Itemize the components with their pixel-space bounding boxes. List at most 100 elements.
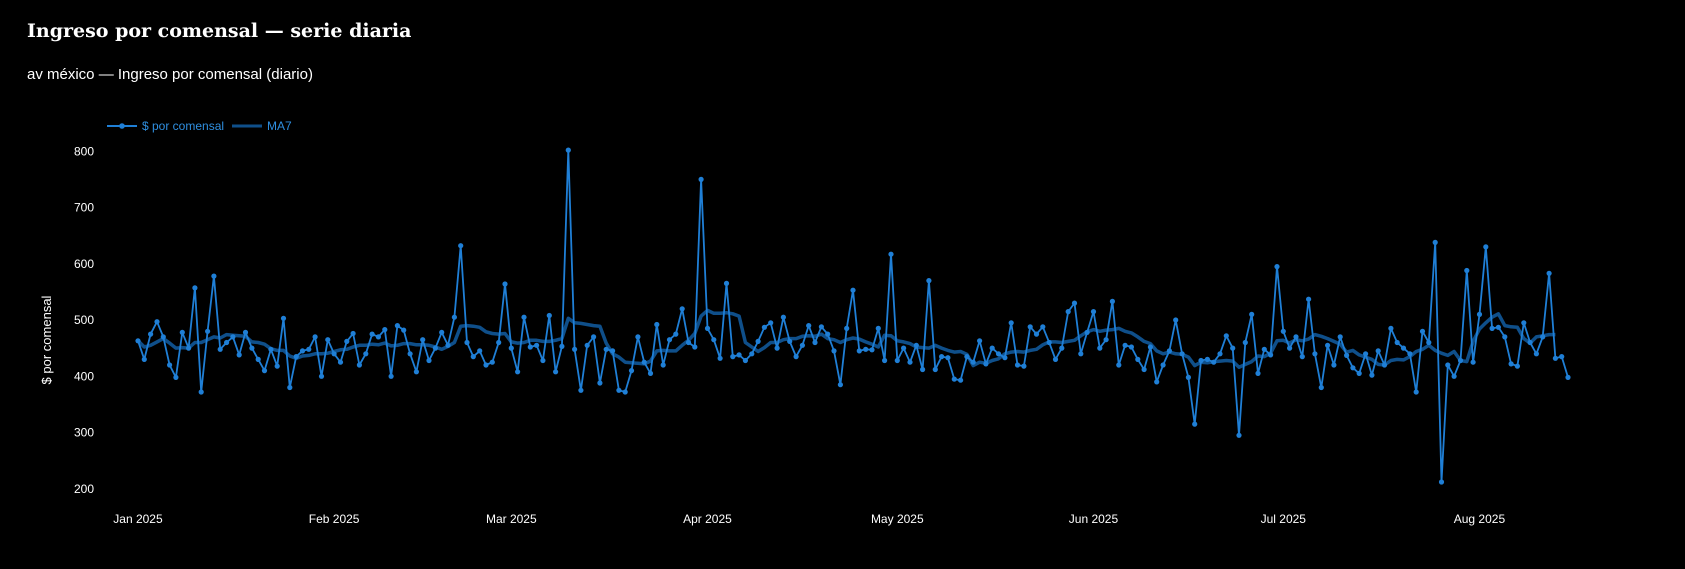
- data-point[interactable]: [761, 324, 768, 330]
- legend-item-series-1[interactable]: $ por comensal: [107, 119, 224, 133]
- data-point[interactable]: [945, 355, 951, 361]
- data-point[interactable]: [768, 320, 774, 326]
- data-point[interactable]: [198, 389, 204, 395]
- data-point[interactable]: [958, 377, 964, 383]
- data-point[interactable]: [534, 342, 540, 348]
- data-point[interactable]: [1489, 325, 1495, 331]
- data-point[interactable]: [863, 346, 869, 352]
- data-point[interactable]: [553, 369, 559, 375]
- data-point[interactable]: [1109, 298, 1115, 304]
- data-point[interactable]: [489, 359, 495, 365]
- data-point[interactable]: [1154, 379, 1160, 385]
- data-point[interactable]: [508, 345, 514, 351]
- data-point[interactable]: [1464, 267, 1470, 274]
- data-point[interactable]: [1426, 339, 1432, 346]
- data-point[interactable]: [660, 362, 666, 368]
- data-point[interactable]: [451, 314, 457, 320]
- data-point[interactable]: [869, 347, 875, 353]
- data-point[interactable]: [356, 362, 362, 368]
- data-point[interactable]: [1527, 339, 1533, 346]
- data-point[interactable]: [723, 280, 730, 286]
- data-point[interactable]: [584, 342, 590, 348]
- data-point[interactable]: [1438, 479, 1445, 485]
- data-point[interactable]: [856, 348, 862, 354]
- data-point[interactable]: [521, 314, 527, 320]
- data-point[interactable]: [261, 368, 268, 374]
- data-point[interactable]: [995, 351, 1002, 357]
- data-point[interactable]: [546, 312, 552, 319]
- data-point[interactable]: [837, 382, 844, 388]
- data-point[interactable]: [407, 351, 413, 357]
- data-point[interactable]: [1299, 354, 1305, 360]
- data-point[interactable]: [818, 324, 825, 330]
- data-point[interactable]: [1033, 331, 1040, 337]
- data-point[interactable]: [1052, 356, 1059, 362]
- data-point[interactable]: [1002, 355, 1008, 361]
- data-point[interactable]: [1166, 348, 1172, 354]
- data-point[interactable]: [704, 325, 711, 331]
- data-point[interactable]: [1457, 357, 1464, 364]
- data-point[interactable]: [230, 334, 236, 340]
- data-point[interactable]: [1230, 345, 1236, 351]
- data-point[interactable]: [1540, 334, 1546, 340]
- data-point[interactable]: [1381, 362, 1388, 368]
- data-point[interactable]: [1356, 370, 1362, 376]
- data-point[interactable]: [628, 368, 635, 374]
- data-point[interactable]: [565, 147, 571, 153]
- data-point[interactable]: [186, 345, 192, 351]
- data-point[interactable]: [1090, 309, 1097, 315]
- data-point[interactable]: [1552, 355, 1558, 361]
- data-point[interactable]: [1363, 351, 1369, 357]
- data-point[interactable]: [882, 357, 888, 364]
- data-point[interactable]: [774, 345, 780, 351]
- data-point[interactable]: [597, 380, 603, 386]
- data-point[interactable]: [1565, 374, 1571, 380]
- data-point[interactable]: [306, 346, 312, 352]
- data-point[interactable]: [780, 314, 787, 320]
- data-point[interactable]: [439, 329, 445, 335]
- data-point[interactable]: [160, 334, 166, 340]
- data-point[interactable]: [1495, 324, 1501, 330]
- data-point[interactable]: [331, 351, 337, 357]
- data-point[interactable]: [224, 339, 230, 346]
- data-point[interactable]: [1419, 328, 1426, 334]
- data-point[interactable]: [1369, 372, 1375, 378]
- data-point[interactable]: [179, 329, 185, 335]
- data-point[interactable]: [293, 354, 299, 360]
- data-point[interactable]: [793, 354, 799, 360]
- data-point[interactable]: [382, 327, 388, 333]
- data-point[interactable]: [401, 327, 407, 333]
- data-point[interactable]: [1476, 311, 1483, 317]
- data-point[interactable]: [1268, 352, 1274, 358]
- data-point[interactable]: [1274, 264, 1280, 270]
- data-point[interactable]: [1287, 345, 1293, 351]
- data-point[interactable]: [274, 363, 280, 369]
- data-point[interactable]: [1413, 389, 1419, 395]
- data-point[interactable]: [344, 338, 350, 344]
- data-point[interactable]: [141, 356, 147, 362]
- data-point[interactable]: [1502, 334, 1508, 340]
- data-point[interactable]: [249, 345, 255, 351]
- data-point[interactable]: [502, 281, 508, 287]
- data-point[interactable]: [572, 346, 578, 352]
- data-point[interactable]: [1122, 342, 1128, 348]
- data-point[interactable]: [1508, 361, 1514, 367]
- data-point[interactable]: [641, 359, 647, 365]
- data-point[interactable]: [363, 351, 369, 357]
- data-point[interactable]: [755, 338, 761, 344]
- data-point[interactable]: [1141, 366, 1147, 373]
- data-point[interactable]: [1116, 362, 1122, 368]
- data-point[interactable]: [1027, 324, 1033, 330]
- data-point[interactable]: [464, 339, 470, 346]
- data-point[interactable]: [1470, 359, 1476, 365]
- legend-item-series-2[interactable]: MA7: [232, 119, 292, 133]
- data-point[interactable]: [1059, 345, 1065, 351]
- data-point[interactable]: [1394, 339, 1400, 346]
- data-point[interactable]: [711, 337, 717, 343]
- data-point[interactable]: [717, 355, 723, 361]
- data-point[interactable]: [1344, 352, 1350, 358]
- data-point[interactable]: [394, 323, 400, 329]
- data-point[interactable]: [1211, 359, 1217, 365]
- data-point[interactable]: [578, 387, 584, 393]
- data-point[interactable]: [787, 338, 793, 344]
